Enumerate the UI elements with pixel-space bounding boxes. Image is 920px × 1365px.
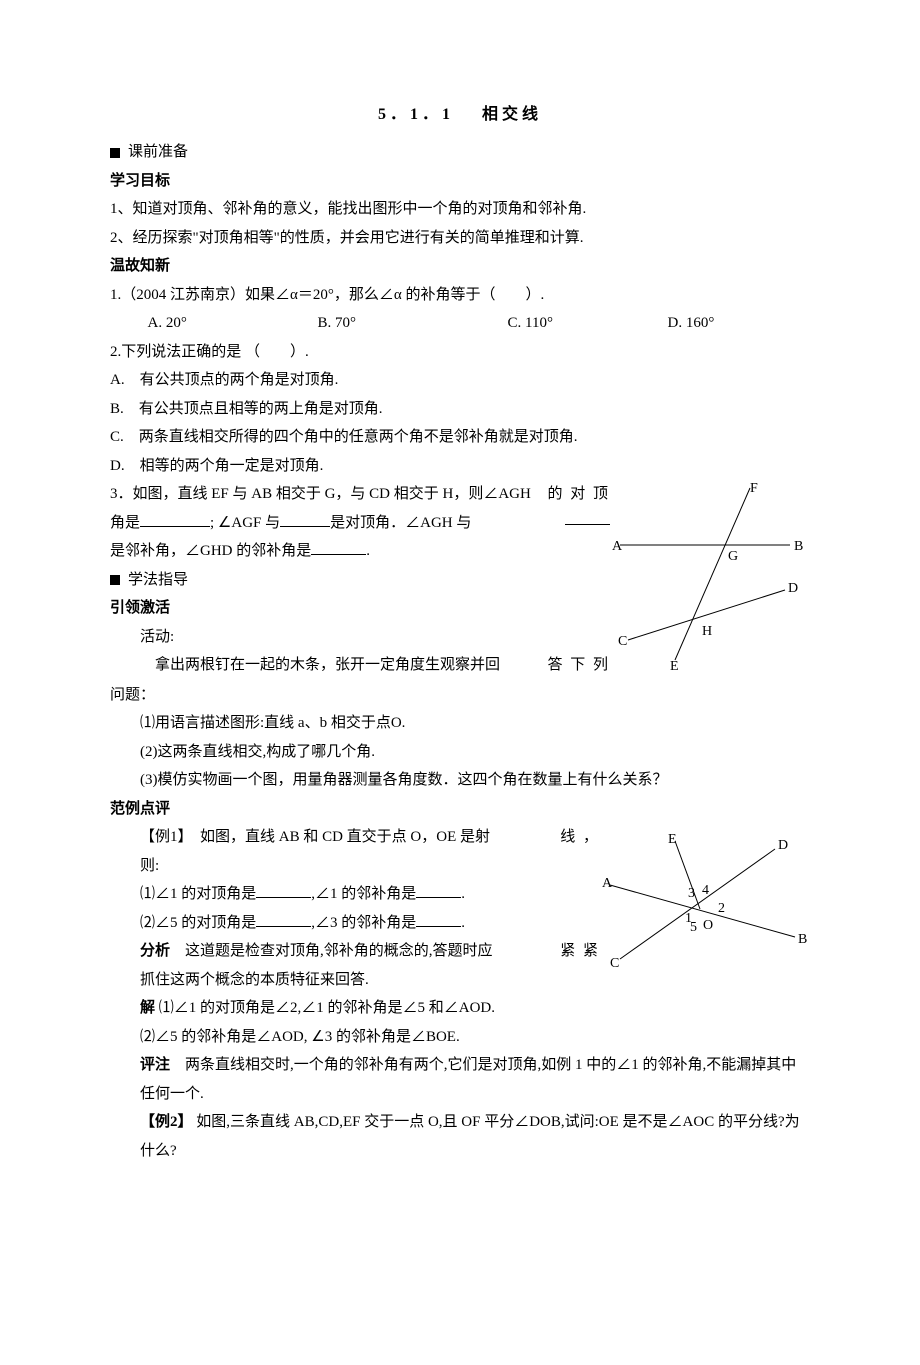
ex1-note-label: 评注 (140, 1057, 170, 1073)
fig1-label-B: B (794, 539, 803, 554)
q2-opt-b: B. 有公共顶点且相等的两上角是对顶角. (110, 395, 810, 424)
blank-1 (140, 511, 210, 527)
goal-1: 1、知道对顶角、邻补角的意义，能找出图形中一个角的对顶角和邻补角. (110, 195, 810, 224)
fig2-label-A: A (602, 876, 613, 891)
q3-l3-a: 是邻补角，∠GHD 的邻补角是 (110, 543, 311, 559)
ex1-analysis-right: 紧 紧 (560, 937, 600, 966)
fig1-label-A: A (612, 539, 623, 554)
q3-l1-right: 的 对 顶 (547, 480, 610, 509)
fig1-label-H: H (702, 624, 712, 639)
fig1-label-E: E (670, 659, 679, 670)
question-1: 1.（2004 江苏南京）如果∠α＝20°，那么∠α 的补角等于（ ）. (110, 281, 810, 310)
page-title: 5．1．1 相交线 (110, 100, 810, 130)
ex2-label: 【例2】 (140, 1114, 193, 1130)
fig2-label-2: 2 (718, 901, 725, 916)
fig2-label-5: 5 (690, 920, 697, 935)
fig1-label-F: F (750, 481, 758, 496)
q2-opt-c: C. 两条直线相交所得的四个角中的任意两个角不是邻补角就是对顶角. (110, 423, 810, 452)
figure-2: A B C D E O 1 2 3 4 5 (600, 829, 810, 980)
blank-8 (416, 911, 461, 927)
q3-l1-left: 3．如图，直线 EF 与 AB 相交于 G，与 CD 相交于 H，则∠AGH (110, 480, 531, 509)
fig1-label-G: G (728, 549, 738, 564)
ex1-sol1-text: ⑴∠1 的对顶角是∠2,∠1 的邻补角是∠5 和∠AOD. (155, 1000, 495, 1016)
activity-item-3: (3)模仿实物画一个图，用量角器测量各角度数．这四个角在数量上有什么关系？ (110, 766, 810, 795)
heading-review: 温故知新 (110, 252, 810, 281)
section-prep: 课前准备 (110, 138, 810, 167)
blank-4 (311, 539, 366, 555)
method-label: 学法指导 (128, 572, 188, 588)
ex1-note-text: 两条直线相交时,一个角的邻补角有两个,它们是对顶角,如例 1 中的∠1 的邻补角… (140, 1057, 796, 1102)
ex1-q1c: . (461, 886, 465, 902)
question-3-line2: 角是 ; ∠AGF 与 是对顶角．∠AGH 与 (110, 509, 610, 538)
blank-5 (256, 882, 311, 898)
ex1-analysis-left: 这道题是检查对顶角,邻补角的概念的,答题时应 (170, 943, 493, 959)
blank-7 (256, 911, 311, 927)
figure-1: A B C D E F G H (610, 480, 810, 681)
question-2: 2.下列说法正确的是 （ ）. (110, 338, 810, 367)
fig2-label-4: 4 (702, 883, 709, 898)
activity-line1-right: 答 下 列 (547, 651, 610, 680)
fig1-label-D: D (788, 581, 798, 596)
activity-line2: 问题： (110, 681, 810, 710)
fig2-label-C: C (610, 956, 619, 969)
ex1-q1b: ,∠1 的邻补角是 (311, 886, 416, 902)
q1-opt-a: A. 20° (110, 309, 318, 338)
blank-3 (565, 509, 610, 525)
ex1-solution-2: ⑵∠5 的邻补角是∠AOD, ∠3 的邻补角是∠BOE. (110, 1023, 810, 1052)
ex2-text: 如图,三条直线 AB,CD,EF 交于一点 O,且 OF 平分∠DOB,试问:O… (140, 1114, 800, 1159)
ex1-note: 评注 两条直线相交时,一个角的邻补角有两个,它们是对顶角,如例 1 中的∠1 的… (110, 1051, 810, 1108)
question-1-options: A. 20° B. 70° C. 110° D. 160° (110, 309, 810, 338)
ex1-q2b: ,∠3 的邻补角是 (311, 915, 416, 931)
ex1-q2c: . (461, 915, 465, 931)
blank-6 (416, 882, 461, 898)
fig2-label-B: B (798, 932, 807, 947)
blank-2 (280, 511, 330, 527)
heading-goals: 学习目标 (110, 167, 810, 196)
ex1-q1a: ⑴∠1 的对顶角是 (140, 886, 256, 902)
q2-opt-a: A. 有公共顶点的两个角是对顶角. (110, 366, 810, 395)
ex1-q2a: ⑵∠5 的对顶角是 (140, 915, 256, 931)
ex1-solution-1: 解 ⑴∠1 的对顶角是∠2,∠1 的邻补角是∠5 和∠AOD. (110, 994, 810, 1023)
fig2-label-O: O (703, 918, 713, 933)
heading-examples: 范例点评 (110, 795, 810, 824)
example-2: 【例2】 如图,三条直线 AB,CD,EF 交于一点 O,且 OF 平分∠DOB… (110, 1108, 810, 1165)
fig2-label-D: D (778, 838, 788, 853)
fig2-label-E: E (668, 832, 677, 847)
q3-l3-b: . (366, 543, 370, 559)
q3-l2-b: ; ∠AGF 与 (210, 515, 280, 531)
q1-opt-c: C. 110° (508, 309, 668, 338)
q1-opt-d: D. 160° (668, 309, 788, 338)
q3-l2-a: 角是 (110, 515, 140, 531)
ex1-analysis-label: 分析 (140, 943, 170, 959)
question-3-line1: 3．如图，直线 EF 与 AB 相交于 G，与 CD 相交于 H，则∠AGH 的… (110, 480, 610, 509)
q2-opt-d: D. 相等的两个角一定是对顶角. (110, 452, 810, 481)
goal-2: 2、经历探索"对顶角相等"的性质，并会用它进行有关的简单推理和计算. (110, 224, 810, 253)
q3-l2-c: 是对顶角．∠AGH 与 (330, 515, 471, 531)
ex1-lead-left: 【例1】 如图，直线 AB 和 CD 直交于点 O，OE 是射 (140, 823, 490, 852)
activity-line1-left: 拿出两根钉在一起的木条，张开一定角度生观察并回 (110, 651, 500, 680)
fig2-label-3: 3 (688, 886, 695, 901)
ex1-sol-label: 解 (140, 1000, 155, 1016)
prep-label: 课前准备 (128, 144, 188, 160)
ex1-lead-right: 线 ， (560, 823, 600, 852)
activity-item-1: ⑴用语言描述图形:直线 a、b 相交于点O. (110, 709, 810, 738)
fig1-label-C: C (618, 634, 627, 649)
q1-opt-b: B. 70° (318, 309, 508, 338)
activity-item-2: (2)这两条直线相交,构成了哪几个角. (110, 738, 810, 767)
